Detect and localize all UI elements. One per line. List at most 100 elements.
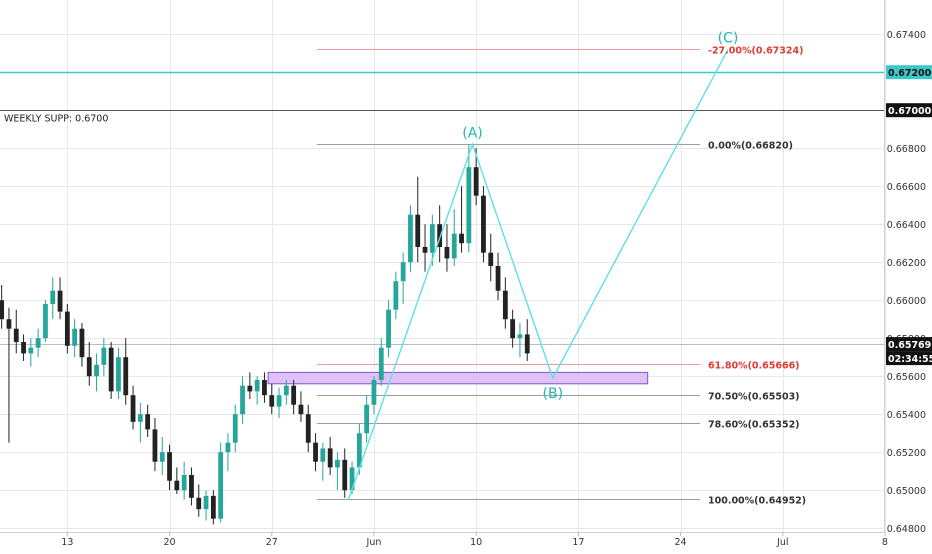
candle-19	[137, 402, 143, 443]
candle-body-4	[28, 347, 34, 354]
candle-68	[495, 252, 501, 301]
candle-6	[43, 300, 48, 342]
candle-body-69	[502, 290, 508, 320]
y-tick-label-10: 0.66800	[887, 144, 926, 155]
resistance-tag-label: 0.67200	[888, 68, 932, 79]
current-price-tag-bg	[886, 337, 932, 352]
candle-body-53	[386, 309, 391, 348]
candle-4	[28, 338, 34, 367]
candle-body-54	[393, 281, 399, 310]
weekly-support-tag-label: 0.67000	[888, 106, 932, 117]
candle-42	[305, 404, 311, 453]
candle-body-67	[488, 252, 494, 266]
candle-66	[481, 186, 486, 263]
candle-body-57	[415, 214, 421, 247]
candle-body-37	[269, 395, 275, 407]
y-tick-label-8: 0.66400	[887, 220, 926, 231]
candle-body-30	[218, 452, 224, 519]
candle-2	[13, 309, 19, 354]
candle-body-61	[444, 247, 450, 259]
candle-body-60	[437, 224, 443, 247]
candle-body-59	[429, 224, 435, 253]
fib-label-2: 61.80%(0.65666)	[708, 361, 800, 372]
candle-body-24	[174, 480, 180, 491]
fib-label-1: 0.00%(0.66820)	[708, 141, 793, 152]
current-price-tag-group: 0.65769	[886, 337, 932, 352]
candle-13	[94, 353, 99, 392]
candle-63	[459, 186, 464, 253]
candle-51	[371, 376, 377, 415]
candle-11	[79, 323, 85, 367]
candle-body-11	[79, 328, 85, 358]
candle-body-17	[123, 357, 129, 396]
candle-53	[386, 300, 391, 358]
candle-body-43	[313, 442, 318, 462]
candle-16	[116, 347, 121, 399]
candle-15	[108, 342, 114, 399]
candle-34	[247, 372, 253, 399]
candle-body-48	[349, 467, 355, 491]
candle-body-55	[400, 262, 406, 282]
candle-body-50	[364, 404, 370, 434]
candle-58	[422, 224, 428, 272]
candle-body-27	[196, 497, 202, 510]
candle-body-3	[21, 342, 26, 354]
candle-body-56	[408, 214, 413, 263]
candle-71	[517, 323, 523, 358]
candle-body-72	[524, 334, 530, 354]
wave-label-3: (C)	[718, 30, 739, 46]
candle-72	[524, 319, 530, 361]
candle-body-39	[283, 385, 289, 396]
candle-46	[335, 452, 340, 491]
candle-22	[159, 437, 165, 475]
candle-body-63	[459, 233, 464, 244]
candle-body-6	[43, 304, 48, 339]
candle-body-29	[210, 495, 216, 519]
time-axis[interactable]: 13 20 27 Jun 10 17 24 Jul 8	[61, 532, 888, 548]
candle-body-0	[0, 300, 5, 320]
candle-54	[393, 271, 399, 320]
candle-1	[6, 307, 12, 443]
candle-69	[502, 277, 508, 329]
weekly-support-tag-bg	[886, 103, 932, 118]
candle-body-65	[473, 167, 479, 196]
candle-body-5	[35, 338, 41, 348]
candle-7	[50, 277, 56, 320]
price-tags-group: 0.67200 0.67000 0.65769 02:34:55	[886, 65, 932, 366]
x-tick-label-1: 20	[164, 537, 176, 548]
candle-23	[167, 444, 172, 491]
countdown-tag-bg	[886, 351, 932, 366]
candle-33	[240, 376, 245, 424]
candle-body-16	[116, 357, 121, 392]
fib-label-4: 78.60%(0.65352)	[708, 420, 800, 431]
candle-18	[130, 385, 136, 430]
candle-body-40	[291, 385, 297, 405]
candle-67	[488, 233, 494, 282]
candle-body-8	[57, 290, 63, 312]
y-tick-label-9: 0.66600	[887, 182, 926, 193]
candle-body-2	[13, 328, 19, 342]
support-zone	[267, 371, 649, 385]
candle-26	[189, 467, 194, 506]
countdown-tag-label: 02:34:55	[888, 354, 932, 365]
candle-body-7	[50, 290, 56, 304]
x-tick-label-7: Jul	[776, 537, 788, 548]
x-tick-label-4: 10	[470, 537, 482, 548]
candle-12	[86, 342, 92, 386]
candle-body-13	[94, 364, 99, 377]
horizontal-levels: WEEKLY SUPP: 0.6700	[0, 49, 884, 500]
y-tick-label-7: 0.66200	[887, 258, 926, 269]
candle-57	[415, 176, 421, 263]
candle-47	[342, 448, 348, 498]
fib-label-0: -27.00%(0.67324)	[708, 46, 803, 57]
candle-32	[232, 404, 238, 453]
candle-body-49	[356, 433, 362, 468]
candle-50	[364, 395, 370, 443]
candle-8	[57, 277, 63, 320]
candle-body-66	[481, 195, 486, 253]
candle-body-44	[320, 448, 326, 462]
wave-label-2: (B)	[543, 386, 564, 402]
candle-43	[313, 433, 318, 472]
candle-body-70	[510, 319, 516, 339]
